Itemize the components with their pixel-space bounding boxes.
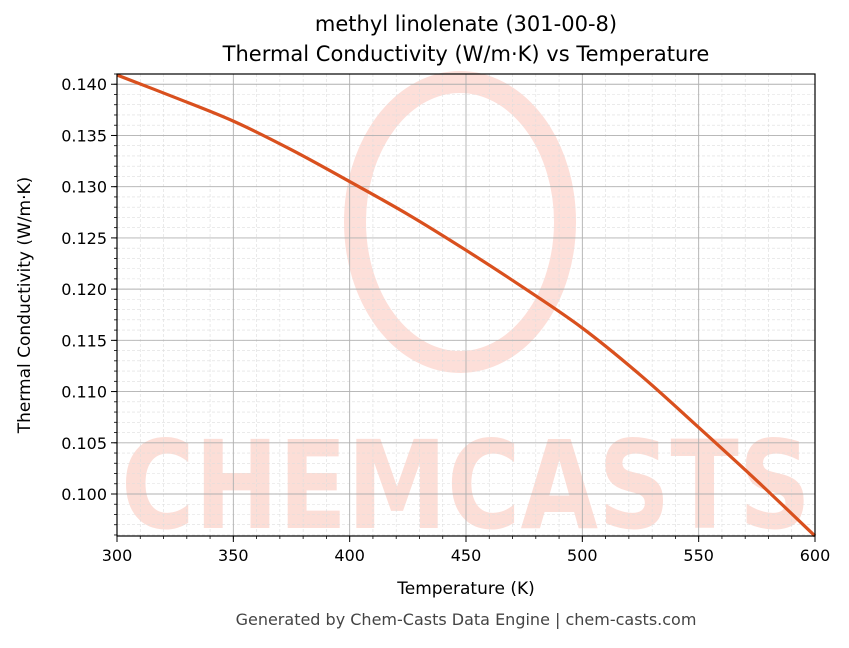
chart-subtitle: Thermal Conductivity (W/m·K) vs Temperat… xyxy=(222,42,710,66)
y-tick-label: 0.135 xyxy=(61,126,107,145)
y-tick-label: 0.120 xyxy=(61,280,107,299)
y-tick-label: 0.105 xyxy=(61,434,107,453)
x-tick-label: 300 xyxy=(102,546,133,565)
x-tick-label: 600 xyxy=(800,546,831,565)
x-tick-label: 550 xyxy=(683,546,714,565)
chart-title: methyl linolenate (301-00-8) xyxy=(315,12,617,36)
y-tick-label: 0.130 xyxy=(61,178,107,197)
x-tick-label: 500 xyxy=(567,546,598,565)
y-tick-label: 0.115 xyxy=(61,331,107,350)
y-tick-label: 0.125 xyxy=(61,229,107,248)
y-tick-label: 0.110 xyxy=(61,383,107,402)
x-tick-label: 400 xyxy=(334,546,365,565)
y-axis-label: Thermal Conductivity (W/m·K) xyxy=(15,177,35,435)
x-tick-label: 450 xyxy=(451,546,482,565)
y-tick-label: 0.140 xyxy=(61,75,107,94)
x-axis-label: Temperature (K) xyxy=(396,579,535,599)
series-line xyxy=(116,73,817,538)
footer-text: Generated by Chem-Casts Data Engine | ch… xyxy=(236,610,697,629)
y-tick-label: 0.100 xyxy=(61,485,107,504)
series-layer xyxy=(116,73,817,538)
x-tick-label: 350 xyxy=(218,546,249,565)
ticks: 300 350 400 450 500 550 600 0.100 0.105 0.110 0.11… xyxy=(61,73,831,565)
